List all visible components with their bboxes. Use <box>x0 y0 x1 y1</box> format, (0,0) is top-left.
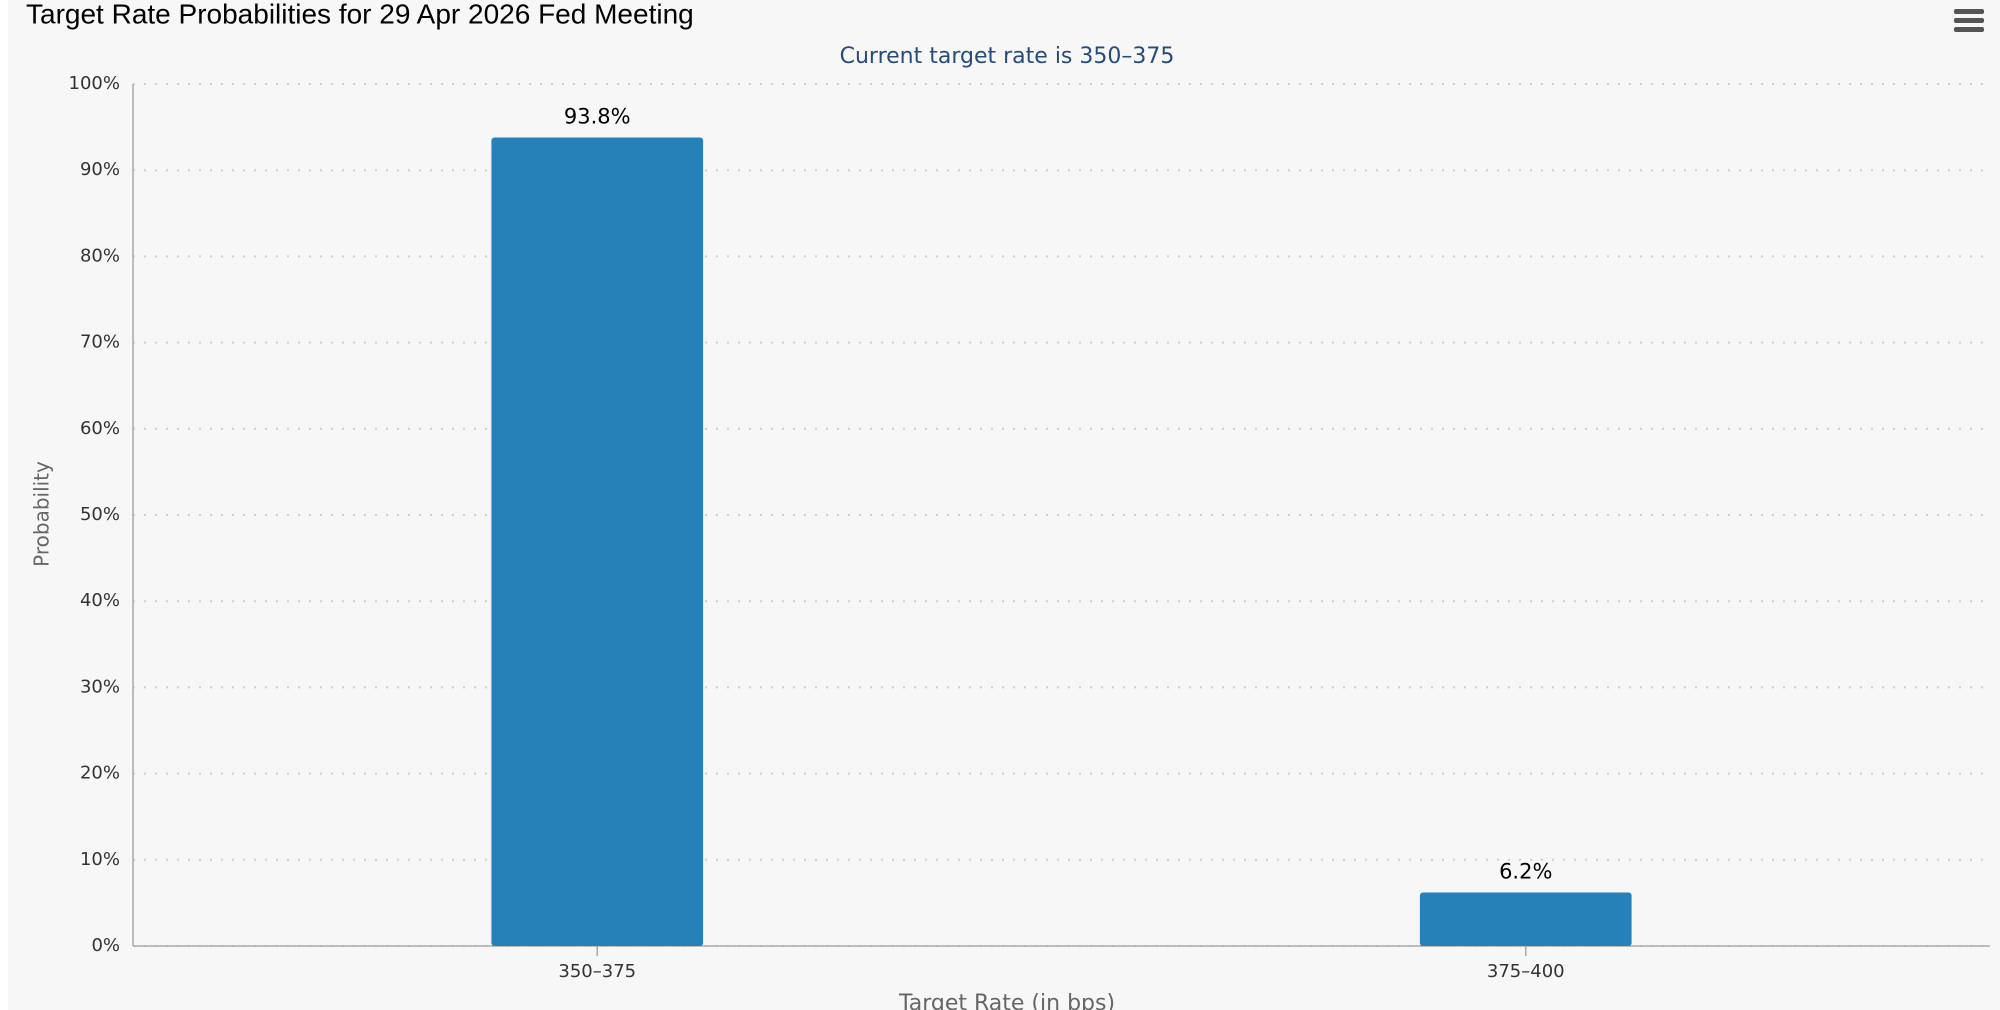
y-tick-label: 10% <box>80 849 120 870</box>
chart-subtitle: Current target rate is 350–375 <box>840 44 1175 69</box>
plot-area: 0% 10% 20% 30% 40% 50% 60% 70% 80% 90% 100% 350–375… <box>69 73 1990 982</box>
data-label: 6.2% <box>1499 860 1552 884</box>
data-label: 93.8% <box>564 104 631 128</box>
bar <box>491 137 704 947</box>
menu-button[interactable] <box>1954 9 1984 32</box>
y-tick-label: 20% <box>80 763 120 784</box>
y-tick-label: 0% <box>91 935 120 956</box>
chart-title: Target Rate Probabilities for 29 Apr 202… <box>26 0 694 29</box>
menu-bar <box>1954 27 1984 32</box>
x-axis-label: Target Rate (in bps) <box>898 991 1115 1010</box>
bar <box>1419 892 1632 946</box>
y-tick-label: 70% <box>80 332 120 353</box>
y-tick-label: 40% <box>80 590 120 611</box>
y-tick-label: 60% <box>80 418 120 439</box>
y-tick-label: 100% <box>69 73 120 94</box>
y-tick-label: 80% <box>80 245 120 266</box>
y-tick-label: 50% <box>80 504 120 525</box>
chart-background <box>8 0 2000 1010</box>
y-tick-label: 30% <box>80 676 120 697</box>
x-tick-label: 350–375 <box>558 961 636 982</box>
y-axis-label: Probability <box>30 461 54 567</box>
x-tick-label: 375–400 <box>1487 961 1565 982</box>
menu-bar <box>1954 18 1984 23</box>
y-tick-label: 90% <box>80 159 120 180</box>
menu-bar <box>1954 9 1984 14</box>
